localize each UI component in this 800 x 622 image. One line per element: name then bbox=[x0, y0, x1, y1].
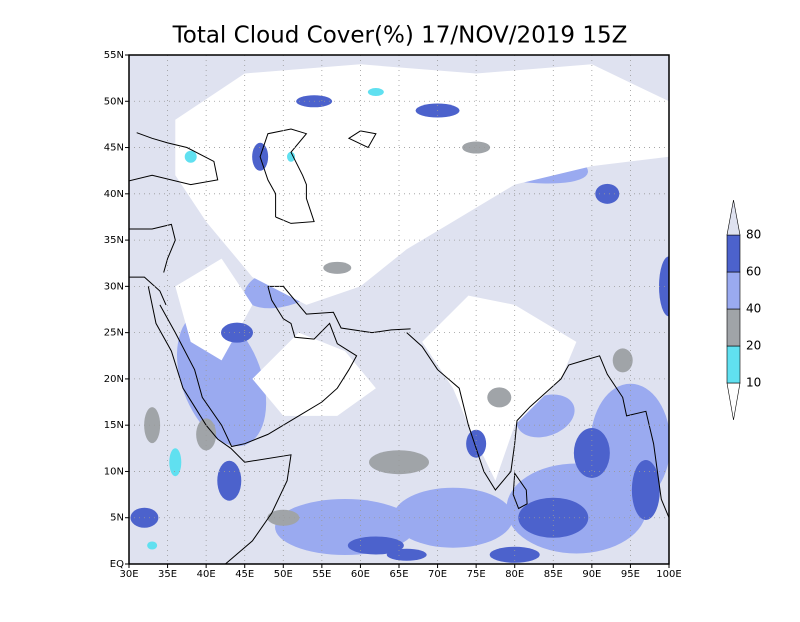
map-layer bbox=[129, 55, 669, 564]
lat-tick-label: EQ bbox=[110, 559, 124, 570]
lat-tick-label: 25N bbox=[104, 328, 124, 339]
lon-tick-label: 80E bbox=[505, 569, 524, 580]
coastline bbox=[347, 130, 377, 149]
lon-tick-label: 40E bbox=[197, 569, 216, 580]
lat-tick-label: 45N bbox=[104, 143, 124, 154]
lat-tick-label: 35N bbox=[104, 235, 124, 246]
coastline bbox=[129, 132, 219, 186]
cloud-patch bbox=[386, 548, 427, 561]
lon-tick-label: 95E bbox=[621, 569, 640, 580]
cloud-patch bbox=[287, 151, 295, 162]
legend-label: 20 bbox=[746, 339, 761, 353]
lon-tick-label: 75E bbox=[467, 569, 486, 580]
cloud-patch bbox=[487, 387, 512, 408]
legend-swatch bbox=[726, 345, 741, 384]
coastline bbox=[267, 285, 411, 334]
cloud-patch bbox=[367, 88, 384, 97]
lat-tick-label: 55N bbox=[104, 50, 124, 61]
cloud-patch bbox=[573, 427, 610, 478]
legend-swatch bbox=[726, 308, 741, 347]
legend-high bbox=[726, 199, 741, 236]
coastline bbox=[159, 286, 358, 448]
lon-tick-label: 45E bbox=[235, 569, 254, 580]
lat-tick-label: 20N bbox=[104, 374, 124, 385]
legend-low bbox=[726, 382, 741, 421]
cloud-patch bbox=[267, 509, 300, 526]
cloud-patch bbox=[217, 460, 242, 501]
legend-label: 10 bbox=[746, 376, 761, 390]
cloud-patch bbox=[144, 407, 161, 444]
map-frame bbox=[128, 54, 670, 565]
cloud-patch bbox=[323, 261, 352, 274]
lat-tick-label: 15N bbox=[104, 420, 124, 431]
cloud-patch bbox=[221, 322, 253, 343]
cloud-patch bbox=[184, 150, 197, 163]
cloud-patch bbox=[466, 429, 487, 458]
map-title: Total Cloud Cover(%) 17/NOV/2019 15Z bbox=[172, 23, 628, 49]
coastline bbox=[259, 128, 315, 224]
cloud-patch bbox=[169, 448, 182, 477]
cloud-patch bbox=[147, 541, 158, 550]
coastline bbox=[147, 286, 292, 564]
lon-tick-label: 50E bbox=[274, 569, 293, 580]
cloud-patch bbox=[595, 183, 620, 204]
lon-tick-label: 85E bbox=[544, 569, 563, 580]
cloud-patch bbox=[518, 497, 589, 538]
coastline bbox=[512, 471, 528, 510]
cloud-patch bbox=[369, 450, 429, 475]
lat-tick-label: 30N bbox=[104, 281, 124, 292]
cloud-patch bbox=[196, 418, 217, 451]
legend-swatch bbox=[726, 234, 741, 273]
cloud-patch bbox=[489, 546, 540, 563]
lat-tick-label: 40N bbox=[104, 189, 124, 200]
lon-tick-label: 100E bbox=[656, 569, 681, 580]
legend-label: 80 bbox=[746, 228, 761, 242]
lon-tick-label: 70E bbox=[428, 569, 447, 580]
coastline bbox=[406, 332, 669, 518]
lon-tick-label: 90E bbox=[582, 569, 601, 580]
lon-tick-label: 35E bbox=[158, 569, 177, 580]
coastline bbox=[129, 223, 176, 273]
lat-tick-label: 50N bbox=[104, 96, 124, 107]
lon-tick-label: 65E bbox=[389, 569, 408, 580]
lon-tick-label: 60E bbox=[351, 569, 370, 580]
legend-label: 60 bbox=[746, 265, 761, 279]
cloud-patch bbox=[347, 536, 404, 555]
lat-tick-label: 5N bbox=[110, 513, 124, 524]
legend-swatch bbox=[726, 271, 741, 310]
clear-area bbox=[175, 64, 669, 305]
coastline bbox=[129, 276, 167, 306]
legend-label: 40 bbox=[746, 302, 761, 316]
cloud-patch bbox=[631, 459, 660, 520]
lon-tick-label: 30E bbox=[119, 569, 138, 580]
lat-tick-label: 10N bbox=[104, 466, 124, 477]
lon-tick-label: 55E bbox=[312, 569, 331, 580]
cloud-patch bbox=[462, 141, 491, 154]
cloud-patch bbox=[612, 348, 633, 373]
cloud-patch bbox=[393, 487, 513, 548]
